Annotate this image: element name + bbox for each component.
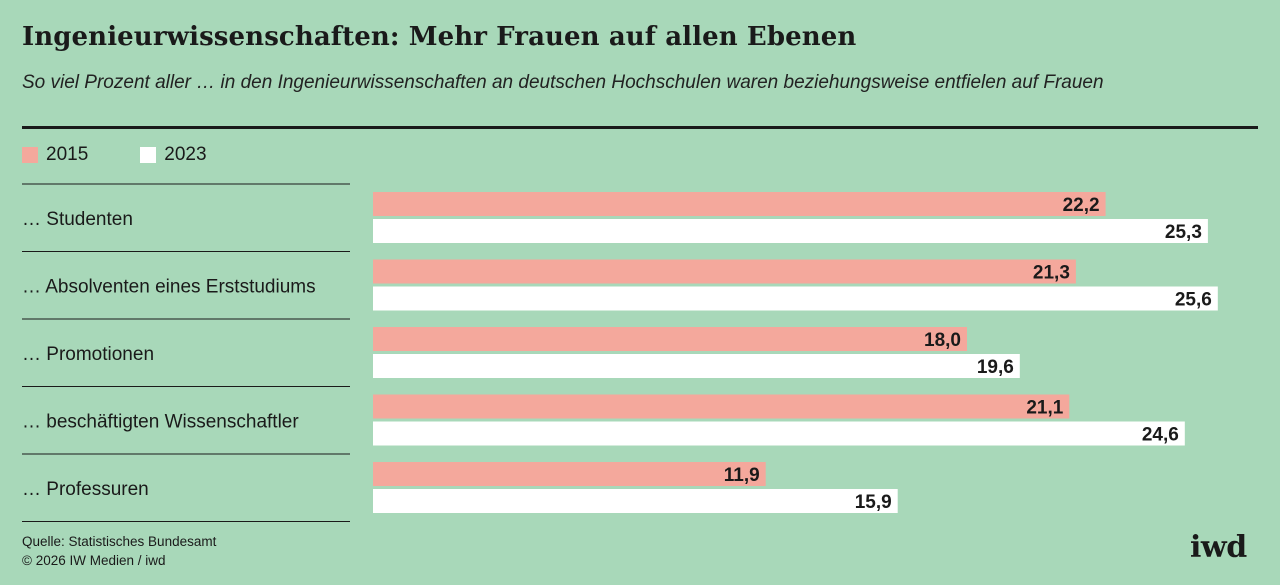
legend: 2015 2023 [22,144,259,166]
iwd-logo: iwd [1190,530,1247,565]
copyright-line: © 2026 IW Medien / iwd [22,553,166,568]
data-label-2015: 18,0 [924,330,961,351]
category-label: … Professuren [22,479,149,500]
category-label: … Promotionen [22,344,154,365]
data-label-2023: 25,3 [1165,222,1202,243]
bar-2023 [373,489,898,513]
category-label: … Absolventen eines Erststudiums [22,276,316,297]
bar-2015 [373,259,1076,284]
bar-2023 [373,421,1185,446]
bar-2015 [373,327,967,351]
chart-title: Ingenieurwissenschaften: Mehr Frauen auf… [22,22,857,52]
legend-swatch-2015 [22,147,38,163]
data-label-2015: 21,3 [1033,263,1070,284]
category-label: … Studenten [22,209,133,230]
data-label-2023: 15,9 [855,492,892,513]
bar-2015 [373,394,1070,419]
header-divider [22,126,1258,129]
bar-2023 [373,219,1208,243]
data-label-2023: 19,6 [977,357,1014,378]
bar-2015 [373,462,766,486]
data-label-2023: 24,6 [1142,425,1179,446]
legend-label-2023: 2023 [164,144,207,165]
source-note: Quelle: Statistisches Bundesamt © 2026 I… [22,532,216,570]
legend-item-2015: 2015 [22,144,88,166]
data-label-2015: 11,9 [724,465,760,486]
data-label-2023: 25,6 [1175,290,1212,311]
chart-subtitle: So viel Prozent aller … in den Ingenieur… [22,72,1104,93]
legend-item-2023: 2023 [140,144,207,166]
data-label-2015: 21,1 [1026,398,1063,419]
category-label: … beschäftigten Wissenschaftler [22,411,299,432]
legend-label-2015: 2015 [46,144,89,165]
bar-2023 [373,354,1020,378]
data-label-2015: 22,2 [1063,195,1100,216]
legend-swatch-2023 [140,147,157,163]
source-line: Quelle: Statistisches Bundesamt [22,534,217,549]
bar-2023 [373,286,1218,311]
bar-2015 [373,192,1106,216]
